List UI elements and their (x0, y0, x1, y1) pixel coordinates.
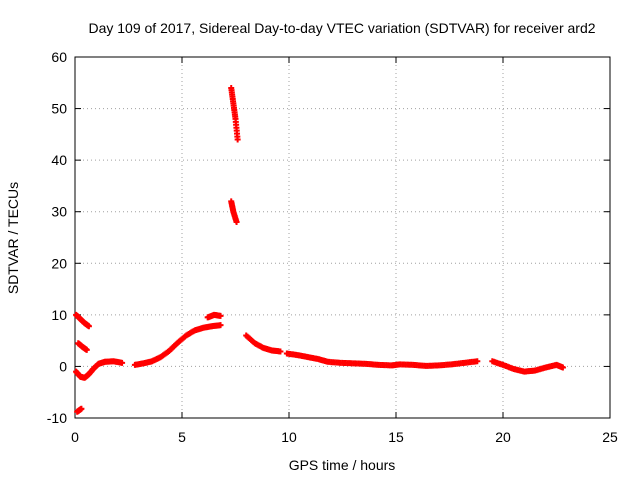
data-point (277, 348, 284, 355)
x-axis-label: GPS time / hours (289, 457, 396, 473)
y-tick-label: 50 (51, 101, 67, 117)
x-tick-labels: 0 5 10 15 20 25 (71, 429, 618, 445)
arc-2-series (75, 340, 90, 353)
plot-frame (74, 56, 611, 419)
x-tick-label: 0 (71, 429, 79, 445)
data-point (83, 346, 90, 353)
arc-10-series (283, 350, 481, 369)
data-points (73, 84, 566, 415)
y-axis-label: SDTVAR / TECUs (5, 182, 21, 294)
y-tick-label: 30 (51, 204, 67, 220)
x-tick-label: 25 (602, 429, 618, 445)
chart-title: Day 109 of 2017, Sidereal Day-to-day VTE… (88, 20, 595, 36)
arc-8-series (228, 198, 240, 226)
data-point (85, 323, 92, 330)
y-tick-label: 60 (51, 49, 67, 65)
x-tick-label: 5 (178, 429, 186, 445)
data-point (78, 405, 85, 412)
data-point (217, 312, 224, 319)
data-point (217, 322, 224, 329)
y-tick-labels: -10 0 10 20 30 40 50 60 (47, 49, 67, 426)
y-tick-label: 0 (59, 358, 67, 374)
grid-lines (75, 57, 610, 418)
arc-3-series (73, 358, 126, 381)
data-point (474, 358, 481, 365)
arc-6-series (204, 311, 224, 321)
arc-9-series (243, 332, 284, 355)
arc-4-series (74, 405, 85, 415)
x-tick-label: 15 (388, 429, 404, 445)
y-tick-label: 40 (51, 152, 67, 168)
arc-7-series (228, 84, 241, 143)
arc-11-series (489, 358, 566, 375)
y-tick-label: -10 (47, 410, 67, 426)
x-tick-label: 10 (281, 429, 297, 445)
arc-5-series (131, 322, 224, 368)
axis-ticks (74, 56, 611, 419)
y-tick-label: 10 (51, 307, 67, 323)
y-tick-label: 20 (51, 255, 67, 271)
data-point (233, 219, 240, 226)
data-point (559, 364, 566, 371)
arc-1-series (73, 311, 92, 330)
data-point (234, 136, 241, 143)
data-point (119, 359, 126, 366)
x-tick-label: 20 (495, 429, 511, 445)
